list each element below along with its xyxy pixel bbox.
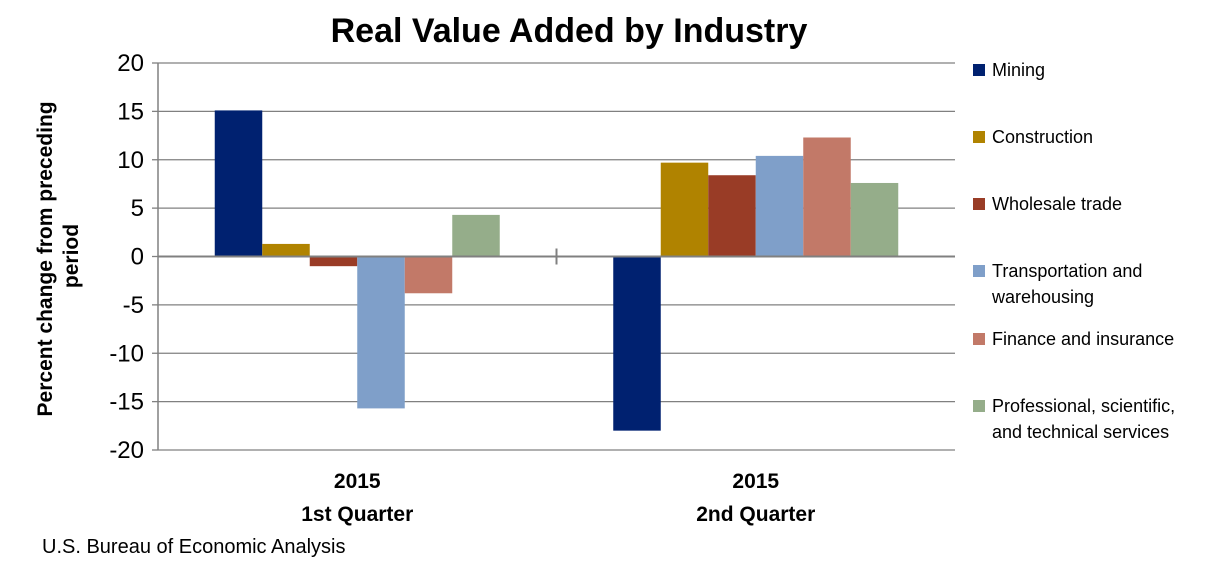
x-category-year: 2015 <box>732 470 779 493</box>
y-axis-label-line-2: period <box>60 224 83 288</box>
legend-label: Finance and insurance <box>992 329 1174 349</box>
legend-label: Construction <box>992 127 1093 147</box>
y-axis-label-line-1: Percent change from preceding <box>34 101 57 416</box>
legend-label: Professional, scientific, <box>992 396 1175 416</box>
legend-label: Transportation and <box>992 261 1142 281</box>
bar-transportation-and-warehousing-2 <box>755 155 804 257</box>
legend-label: Mining <box>992 60 1045 80</box>
legend-swatch <box>973 64 985 76</box>
legend-swatch <box>973 333 985 345</box>
legend-item: Construction <box>973 127 1093 147</box>
legend-swatch <box>973 131 985 143</box>
y-tick-label: 0 <box>131 244 144 271</box>
legend-item: Wholesale trade <box>973 194 1122 214</box>
bar-wholesale-trade-2 <box>708 175 756 257</box>
y-tick-label: -15 <box>109 389 144 416</box>
y-tick-label: 20 <box>117 50 144 77</box>
bar-professional-scientific-and-technical-services-2 <box>850 182 899 257</box>
y-tick-label: 10 <box>117 147 144 174</box>
legend-swatch <box>973 198 985 210</box>
y-tick-label: -20 <box>109 437 144 464</box>
y-axis-label: Percent change from preceding period <box>34 96 83 417</box>
y-tick-label: 15 <box>117 98 144 125</box>
legend-swatch <box>973 400 985 412</box>
legend-item: Finance and insurance <box>973 329 1174 349</box>
chart-title: Real Value Added by Industry <box>331 12 808 50</box>
legend-label: warehousing <box>991 287 1094 307</box>
x-category-quarter: 1st Quarter <box>301 503 413 526</box>
bar-finance-and-insurance-2 <box>803 137 851 257</box>
legend-label: and technical services <box>992 422 1169 442</box>
legend-item: Mining <box>973 60 1045 80</box>
legend-swatch <box>973 265 985 277</box>
bar-transportation-and-warehousing-1 <box>357 256 405 409</box>
x-category-quarter: 2nd Quarter <box>696 503 815 526</box>
legend-item: Transportation and warehousing <box>973 261 1142 307</box>
y-tick-label: -5 <box>123 292 144 319</box>
bar-wholesale-trade-1 <box>309 256 358 267</box>
x-category-year: 2015 <box>334 470 381 493</box>
y-tick-label: 5 <box>131 195 144 222</box>
bar-mining-2 <box>613 256 661 431</box>
legend-label: Wholesale trade <box>992 194 1122 214</box>
bar-mining-1 <box>214 110 263 257</box>
bar-construction-1 <box>262 243 310 257</box>
bar-construction-2 <box>660 162 709 257</box>
source-note: U.S. Bureau of Economic Analysis <box>42 536 346 558</box>
bar-professional-scientific-and-technical-services-1 <box>452 214 500 257</box>
legend-item: Professional, scientific, and technical s… <box>973 396 1175 442</box>
bar-finance-and-insurance-1 <box>404 256 453 294</box>
y-tick-label: -10 <box>109 340 144 367</box>
